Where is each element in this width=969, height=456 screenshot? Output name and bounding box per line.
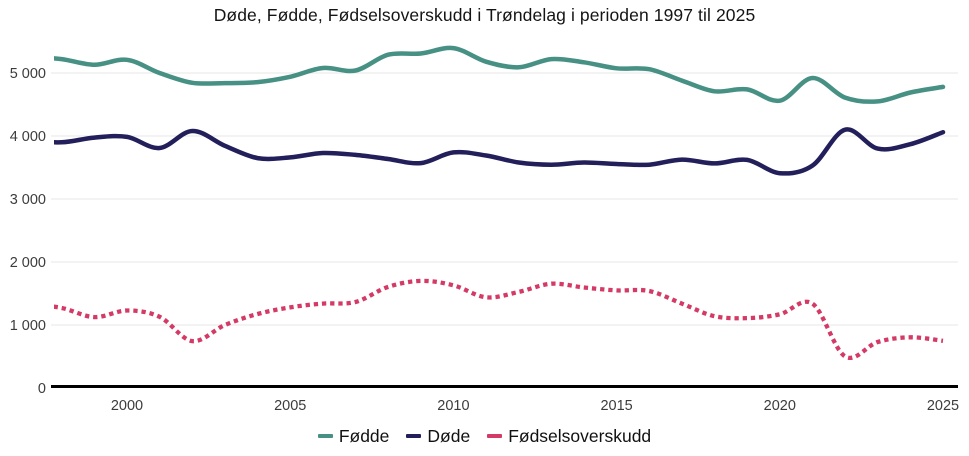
- legend-item-fødde[interactable]: Fødde: [317, 425, 390, 447]
- legend-dash-icon: [406, 434, 422, 438]
- legend-item-døde[interactable]: Døde: [406, 426, 470, 447]
- x-axis-tick-label: 2000: [111, 398, 143, 414]
- legend-label: Døde: [427, 425, 471, 446]
- y-axis-tick-label: 3 000: [10, 192, 46, 208]
- series-line-fødselsoverskudd[interactable]: [29, 278, 944, 360]
- x-axis-tick-label: 2015: [600, 398, 632, 414]
- y-axis-tick-label: 1 000: [10, 318, 46, 334]
- chart-legend: Fødde Døde Fødselsoverskudd: [0, 423, 969, 449]
- y-axis-tick-label: 5 000: [10, 66, 46, 82]
- chart-title: Døde, Fødde, Fødselsoverskudd i Trøndela…: [213, 5, 756, 25]
- x-axis-tick-label: 2005: [274, 398, 306, 414]
- y-axis-tick-label: 0: [38, 381, 46, 397]
- x-axis-tick-label: 2010: [437, 398, 469, 414]
- legend-label: Fødde: [338, 425, 390, 446]
- y-axis-tick-label: 4 000: [10, 129, 46, 145]
- series-line-fødde[interactable]: [29, 45, 946, 104]
- legend-item-fødselsoverskudd[interactable]: Fødselsoverskudd: [487, 426, 651, 447]
- legend-dash-icon: [487, 434, 503, 438]
- legend-label: Fødselsoverskudd: [508, 425, 652, 446]
- series-line-døde[interactable]: [29, 127, 946, 176]
- y-axis-tick-label: 2 000: [10, 255, 46, 271]
- x-axis-tick-label: 2025: [927, 398, 959, 414]
- x-axis-tick-label: 2020: [764, 398, 796, 414]
- legend-dash-icon: [317, 434, 333, 438]
